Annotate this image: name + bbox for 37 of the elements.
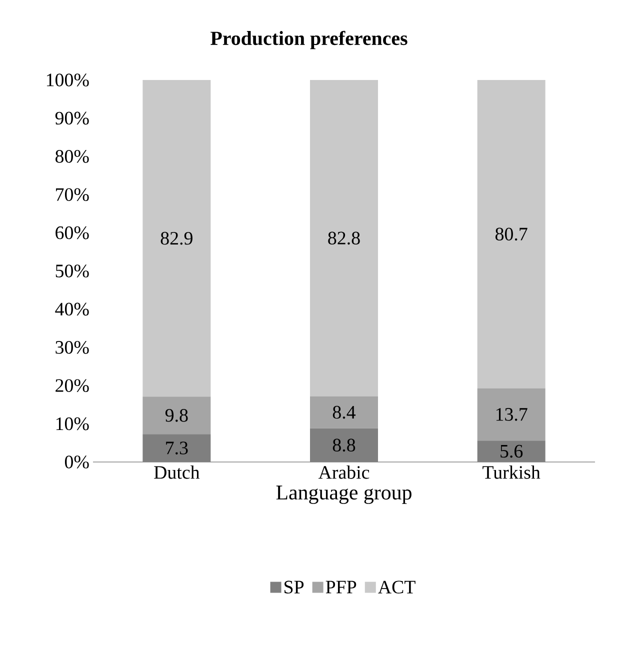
y-tick-label: 100% [46, 74, 89, 86]
data-label: 5.6 [500, 444, 523, 458]
data-label: 9.8 [165, 408, 188, 422]
data-label: 13.7 [496, 408, 528, 421]
bar [142, 434, 211, 462]
data-label: 82.9 [160, 232, 192, 245]
y-tick-label: 40% [55, 302, 89, 316]
bar [310, 396, 378, 428]
data-label: 8.4 [332, 406, 356, 419]
y-tick-label: 0% [64, 456, 89, 468]
y-tick-label: 60% [56, 226, 89, 240]
legend-label: ACT [378, 580, 416, 594]
y-tick-label: 70% [56, 188, 89, 202]
y-tick-label: 10% [56, 417, 89, 430]
y-tick-label: 20% [56, 379, 89, 392]
bar [310, 80, 378, 396]
chart-title: Production preferences [210, 30, 408, 50]
data-label: 8.8 [332, 438, 356, 452]
y-tick-label: 30% [56, 340, 89, 354]
data-label: 80.7 [495, 228, 528, 241]
bar [477, 80, 546, 388]
y-tick-label: 50% [56, 264, 89, 278]
x-axis-title: Language group [276, 486, 412, 504]
y-tick-label: 90% [55, 112, 89, 125]
y-tick-label: 80% [56, 150, 89, 163]
bar [142, 80, 211, 397]
x-tick-label: Dutch [154, 466, 200, 479]
bar [477, 440, 546, 462]
data-label: 7.3 [166, 442, 188, 454]
data-label: 82.8 [328, 232, 360, 245]
x-tick-label: Turkish [482, 466, 540, 479]
legend-label: PFP [326, 580, 356, 594]
x-tick-label: Arabic [318, 466, 370, 479]
bar [142, 396, 211, 434]
bar [310, 428, 378, 462]
bar [477, 388, 546, 441]
legend-label: SP [284, 580, 304, 594]
